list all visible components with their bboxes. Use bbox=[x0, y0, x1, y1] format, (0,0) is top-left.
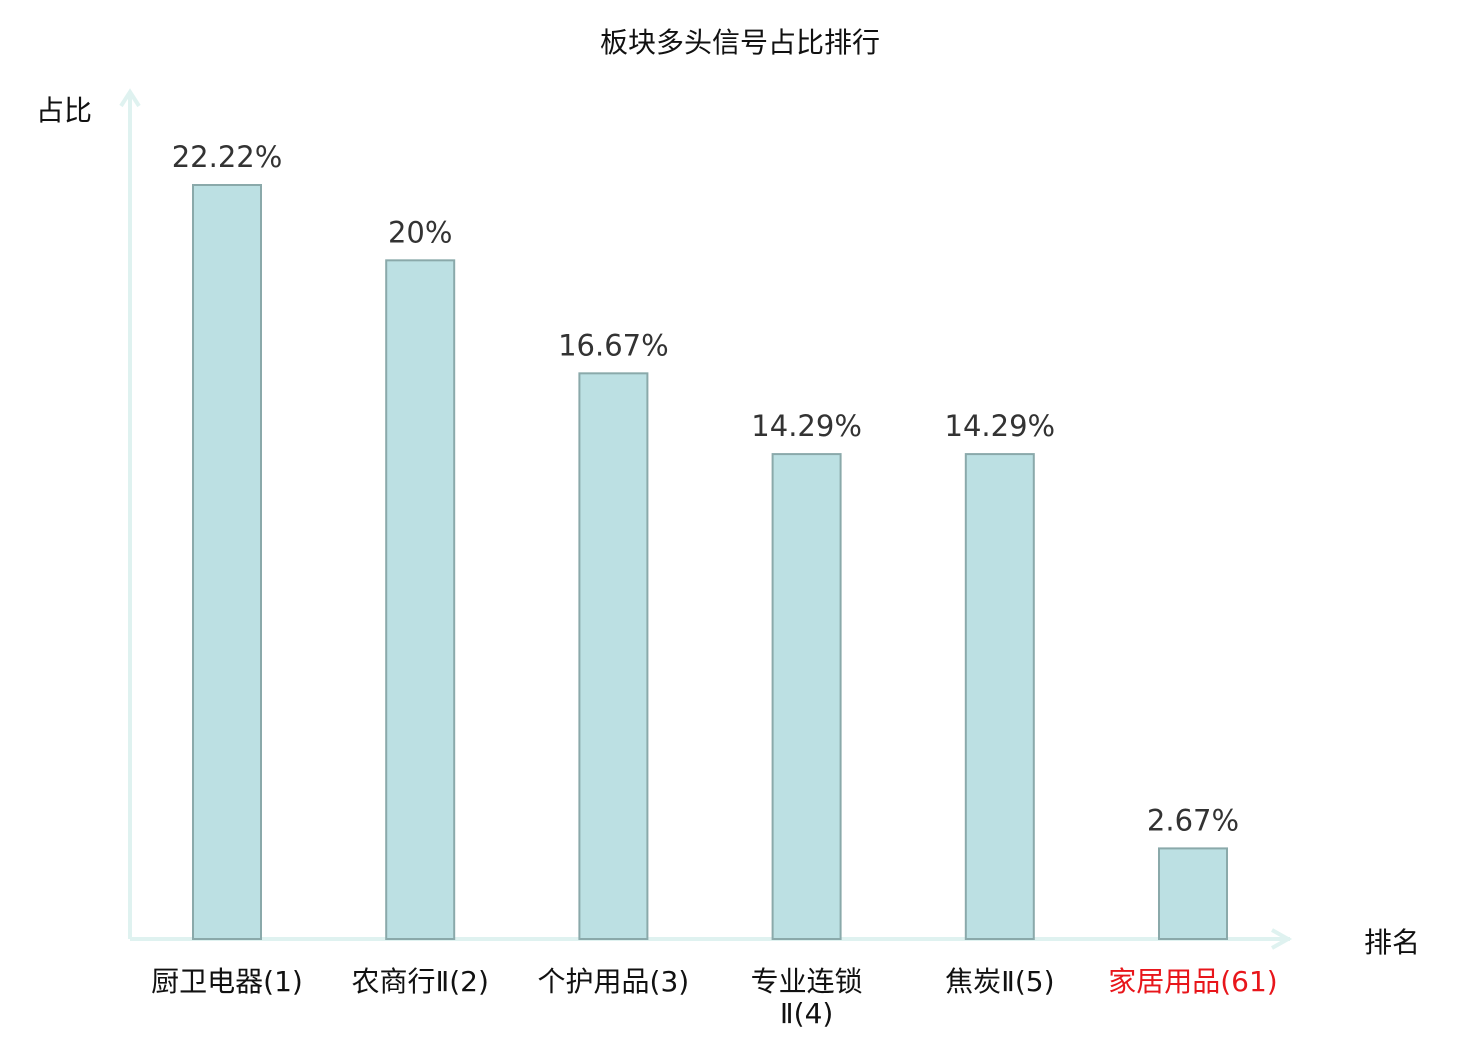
data-label: 2.67% bbox=[1147, 803, 1239, 837]
x-tick-label: 农商行Ⅱ(2) bbox=[351, 965, 489, 998]
bar bbox=[1158, 847, 1228, 940]
x-tick-label: 厨卫电器(1) bbox=[151, 965, 303, 998]
x-tick-label: 焦炭Ⅱ(5) bbox=[945, 965, 1055, 998]
x-axis-arrow-icon bbox=[1271, 928, 1293, 950]
data-label: 14.29% bbox=[751, 409, 862, 443]
bars: 22.22% 20% 16.67% 14.29% 14.29% 2.67% bbox=[172, 140, 1239, 940]
bar bbox=[771, 453, 842, 940]
y-axis-label: 占比 bbox=[36, 94, 92, 127]
bar bbox=[385, 259, 456, 940]
bar bbox=[578, 372, 649, 940]
data-label: 22.22% bbox=[172, 140, 283, 174]
data-label: 14.29% bbox=[945, 409, 1056, 443]
x-tick-label: 家居用品(61) bbox=[1108, 965, 1278, 998]
bar bbox=[192, 184, 262, 940]
y-axis-arrow-icon bbox=[119, 88, 141, 108]
data-label: 16.67% bbox=[558, 328, 669, 362]
x-tick-label: 专业连锁 Ⅱ(4) bbox=[750, 965, 863, 1030]
x-tick-label: 个护用品(3) bbox=[537, 965, 690, 998]
x-axis-label: 排名 bbox=[1364, 926, 1420, 959]
bar bbox=[964, 453, 1035, 940]
chart-title: 板块多头信号占比排行 bbox=[600, 26, 880, 59]
data-label: 20% bbox=[388, 215, 452, 249]
axes bbox=[119, 88, 1293, 950]
